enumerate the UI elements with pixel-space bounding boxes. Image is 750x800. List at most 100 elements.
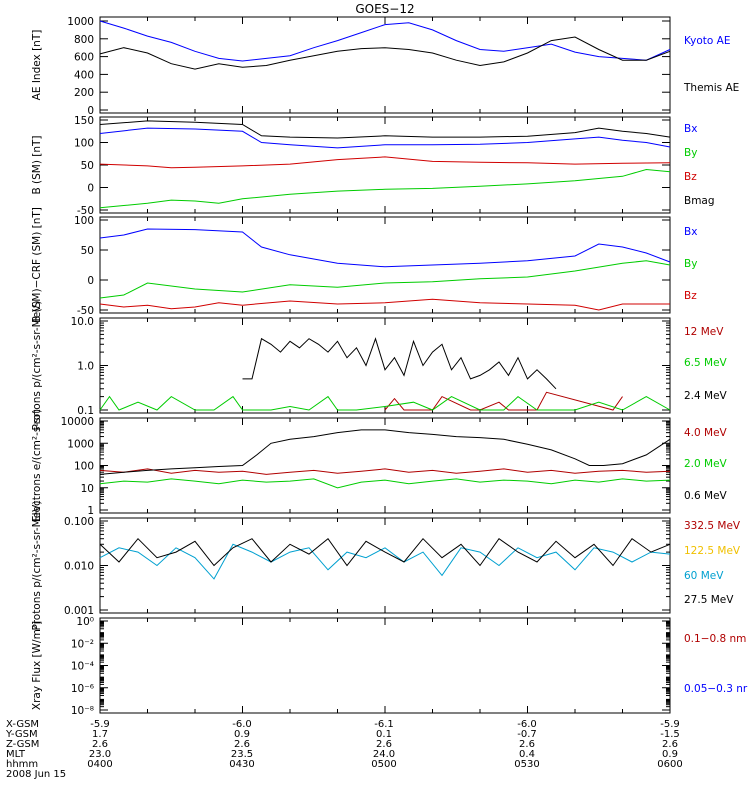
panel-3: -50 0 50 100 B (SM)−CRF (SM) [nT] Bx By Bz [31,207,697,323]
orbit-value: 23.5 [231,749,253,760]
legend-label: 0.1−0.8 nm [684,633,746,645]
series-bmag [99,120,671,139]
legend-label: 332.5 MeV [684,520,741,532]
legend-label: 6.5 MeV [684,357,728,369]
orbit-value: 0.9 [234,729,250,740]
y-tick-label: 50 [81,160,94,172]
orbit-value: 0600 [657,759,682,770]
panel-frame [99,317,671,414]
y-tick-label: 100 [74,215,94,227]
y-tick-label: 10 [81,483,94,495]
y-tick-label: 50 [81,245,94,257]
orbit-value: 0400 [87,759,112,770]
series-12-mev [384,391,623,411]
series-4-0-mev [99,468,671,475]
y-tick-label: 0 [87,183,94,195]
legend-label: 2.4 MeV [684,390,728,402]
orbit-date: 2008 Jun 15 [6,769,66,780]
series-27-5-mev [99,537,671,567]
series-2-4-mev [242,337,557,390]
legend-label: Bz [684,290,697,302]
legend-label: Bx [684,123,697,135]
panel-frame [99,417,671,514]
orbit-value: 0430 [229,759,254,770]
orbit-value: 0530 [514,759,539,770]
series-kyoto-ae [99,20,671,62]
legend-label: 122.5 MeV [684,545,741,557]
series-bx [99,127,671,149]
panel-5: 1 10 100 1000 10000 Electrons e/(cm²-s-sr) 4.0… [31,409,728,522]
figure-title: GOES−12 [355,2,414,16]
orbit-value: 24.0 [373,749,395,760]
y-axis-label: Electrons e/(cm²-s-sr) [31,409,43,522]
y-tick-label: 800 [74,34,94,46]
legend-label: Kyoto AE [684,35,730,47]
orbit-row-label: X-GSM [6,719,39,730]
y-tick-label: 0.010 [64,561,94,573]
series-bx [99,228,671,268]
series-by [99,260,671,299]
orbit-value: 0.9 [662,749,678,760]
orbit-value: 2.6 [234,739,250,750]
y-tick-label: 10⁻⁸ [71,705,94,717]
y-tick-label: 1 [87,505,94,517]
orbit-value: -0.7 [517,729,537,740]
series-bz [99,156,671,169]
legend-label: Bz [684,171,697,183]
y-tick-label: 200 [74,87,94,99]
y-tick-label: 1000 [67,16,94,28]
series-6-5-mev [99,395,671,411]
legend-label: By [684,258,697,270]
orbit-value: 0.4 [519,749,535,760]
orbit-value: -5.9 [660,719,680,730]
y-tick-label: 100 [74,461,94,473]
legend-label: 27.5 MeV [684,594,734,606]
orbit-value: -6.0 [232,719,252,730]
y-tick-label: 0.001 [64,605,94,617]
orbit-row-label: Z-GSM [6,739,39,750]
y-tick-label: 400 [74,69,94,81]
y-tick-label: 10⁻⁴ [71,661,94,673]
orbit-row-label: MLT [6,749,26,760]
panel-6: 0.001 0.010 0.100 Protons p/(cm²-s-sr-MeV) 3… [31,501,741,631]
panel-frame [99,116,671,214]
orbit-value: -1.5 [660,729,680,740]
y-axis-label: Protons p/(cm²-s-sr-MeV) [31,501,43,631]
orbit-value: 2.6 [662,739,678,750]
legend-label: Bx [684,226,697,238]
panel-frame [99,517,671,614]
y-tick-label: 10⁻⁶ [71,683,94,695]
orbit-value: -6.1 [374,719,394,730]
legend-label: Bmag [684,195,715,207]
y-axis-label: Xray Flux [W/m²] [31,621,43,710]
y-tick-label: 100 [74,138,94,150]
y-tick-label: 1.0 [77,361,94,373]
y-tick-label: 0 [87,275,94,287]
orbit-value: 2.6 [92,739,108,750]
orbit-row-label: hhmm [6,759,38,770]
y-tick-label: 150 [74,115,94,127]
panel-frame [99,216,671,314]
y-axis-label: B (SM) [nT] [31,135,43,194]
orbit-row-label: Y-GSM [5,729,38,740]
y-tick-label: 1000 [67,438,94,450]
panel-2: -50 0 50 100 150 B (SM) [nT] Bx By Bz Bmag [31,115,715,217]
legend-label: 2.0 MeV [684,458,728,470]
y-tick-label: 10000 [61,416,94,428]
y-tick-label: 10⁰ [76,616,94,628]
orbit-value: -5.9 [90,719,110,730]
series-themis-ae [99,36,671,70]
y-tick-label: 0.100 [64,516,94,528]
orbit-value: 0500 [371,759,396,770]
panel-7: 10⁻⁸ 10⁻⁶ 10⁻⁴ 10⁻² 10⁰ Xray Flux [W/m²] 0.1−0… [31,616,748,717]
legend-label: Themis AE [683,82,739,94]
y-tick-label: 0 [87,105,94,117]
legend-label: 60 MeV [684,570,724,582]
legend-label: 0.05−0.3 nr [684,683,748,695]
y-axis-label: AE Index [nT] [31,30,43,101]
orbit-value: 0.1 [376,729,392,740]
y-axis-label: B (SM)−CRF (SM) [nT] [31,207,43,323]
orbit-value: 23.0 [89,749,111,760]
